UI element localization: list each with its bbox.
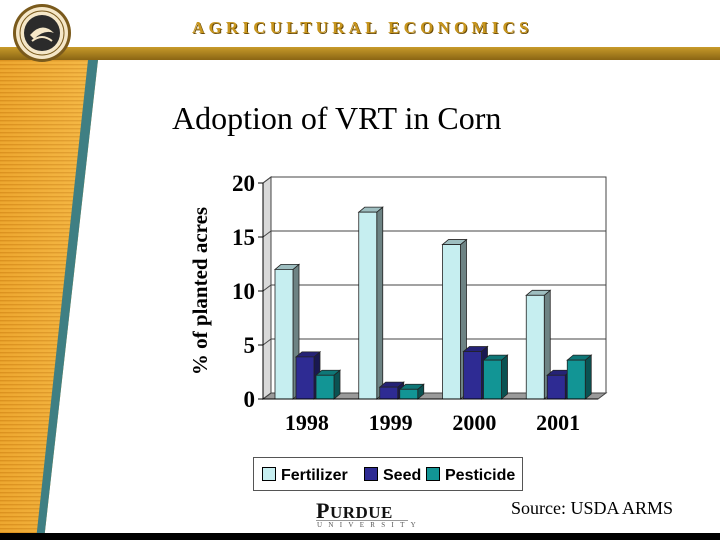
gridline-diagonal	[262, 392, 272, 400]
bar-side-pesticide-2000	[501, 354, 508, 400]
bar-fertilizer-2000	[442, 244, 461, 400]
banner-text: AGRICULTURAL ECONOMICS	[192, 18, 533, 37]
bar-side-pesticide-2001	[584, 354, 592, 400]
legend-item-fertilizer: Fertilizer	[262, 467, 348, 485]
bar-pesticide-1999	[399, 388, 419, 400]
purdue-rest: URDUE	[329, 503, 393, 522]
gridline-diagonal	[262, 284, 272, 292]
gridline-diagonal	[262, 338, 272, 346]
bar-fertilizer-2001	[525, 294, 545, 400]
y-tick-label: 20	[232, 171, 255, 196]
slide-title: Adoption of VRT in Corn	[172, 100, 502, 136]
bar-pesticide-2000	[483, 359, 502, 400]
y-axis-label: % of planted acres	[188, 207, 212, 375]
legend-label-fertilizer: Fertilizer	[281, 467, 348, 484]
x-tick-label: 1999	[369, 410, 413, 435]
bar-seed-2001	[546, 374, 566, 400]
legend-label-pesticide: Pesticide	[445, 467, 516, 484]
bar-seed-2000	[463, 351, 482, 400]
y-tick-label: 15	[232, 225, 255, 250]
header-rule	[0, 47, 720, 60]
legend-item-pesticide: Pesticide	[426, 467, 515, 485]
purdue-rule	[316, 520, 408, 521]
bar-side-fertilizer-1999	[376, 206, 384, 400]
bar-pesticide-1998	[315, 374, 335, 400]
y-tick-label: 0	[244, 387, 256, 412]
bar-fertilizer-1998	[274, 268, 294, 400]
bar-seed-1999	[379, 386, 399, 400]
x-tick-label: 2001	[536, 410, 580, 435]
source-note: Source: USDA ARMS	[511, 498, 674, 518]
bar-pesticide-2001	[566, 359, 586, 400]
gridline-diagonal	[262, 176, 272, 184]
x-tick-label: 2000	[452, 410, 496, 435]
x-tick-label: 1998	[285, 410, 329, 435]
chart-legend: Fertilizer Seed Pesticide	[253, 457, 523, 491]
seal-icon	[13, 4, 71, 62]
y-tick-label: 5	[244, 333, 256, 358]
bar-fertilizer-1999	[358, 211, 378, 400]
legend-swatch-pesticide	[426, 467, 440, 481]
bar-seed-1998	[295, 356, 315, 400]
purdue-initial: P	[316, 498, 330, 523]
purdue-wordmark: PURDUE	[316, 498, 408, 524]
y-tick-label: 10	[232, 279, 255, 304]
purdue-university: UNIVERSITY	[317, 521, 422, 529]
legend-item-seed: Seed	[364, 467, 421, 485]
legend-swatch-seed	[364, 467, 378, 481]
gridline-diagonal	[262, 230, 272, 238]
legend-swatch-fertilizer	[262, 467, 276, 481]
purdue-logo: PURDUE UNIVERSITY	[316, 498, 422, 530]
bottom-bar	[0, 533, 720, 540]
legend-label-seed: Seed	[383, 467, 422, 484]
